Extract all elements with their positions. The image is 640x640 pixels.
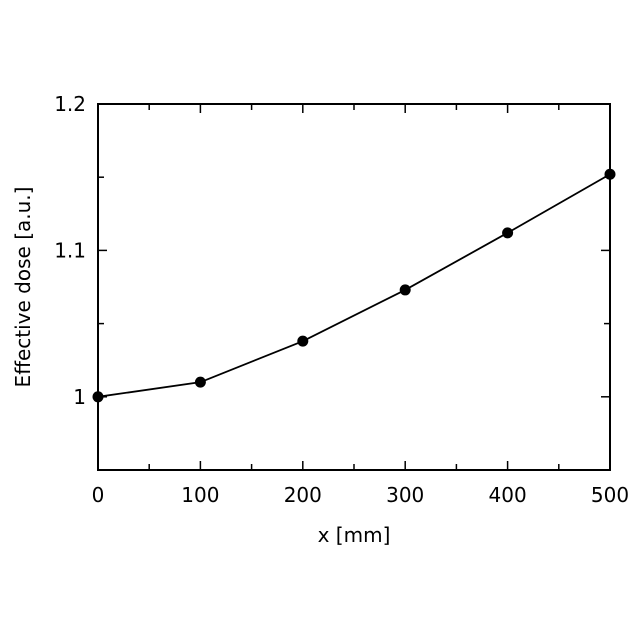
data-point — [195, 377, 206, 388]
x-tick-label: 200 — [284, 483, 322, 507]
y-axis-label: Effective dose [a.u.] — [11, 187, 35, 388]
data-point — [502, 227, 513, 238]
x-tick-label: 0 — [92, 483, 105, 507]
x-axis-label: x [mm] — [318, 523, 391, 547]
x-tick-label: 300 — [386, 483, 424, 507]
axis-ticks — [98, 104, 610, 470]
x-tick-label: 500 — [591, 483, 629, 507]
data-point — [297, 336, 308, 347]
tick-labels: 0 100 200 300 400 500 1 1.1 1.2 — [54, 92, 629, 507]
plot-frame — [98, 104, 610, 470]
series-layer — [93, 169, 616, 403]
y-tick-label: 1 — [73, 385, 86, 409]
x-tick-label: 400 — [489, 483, 527, 507]
series-line — [98, 174, 610, 397]
y-tick-label: 1.1 — [54, 238, 86, 262]
data-point — [400, 284, 411, 295]
y-tick-label: 1.2 — [54, 92, 86, 116]
x-tick-label: 100 — [181, 483, 219, 507]
